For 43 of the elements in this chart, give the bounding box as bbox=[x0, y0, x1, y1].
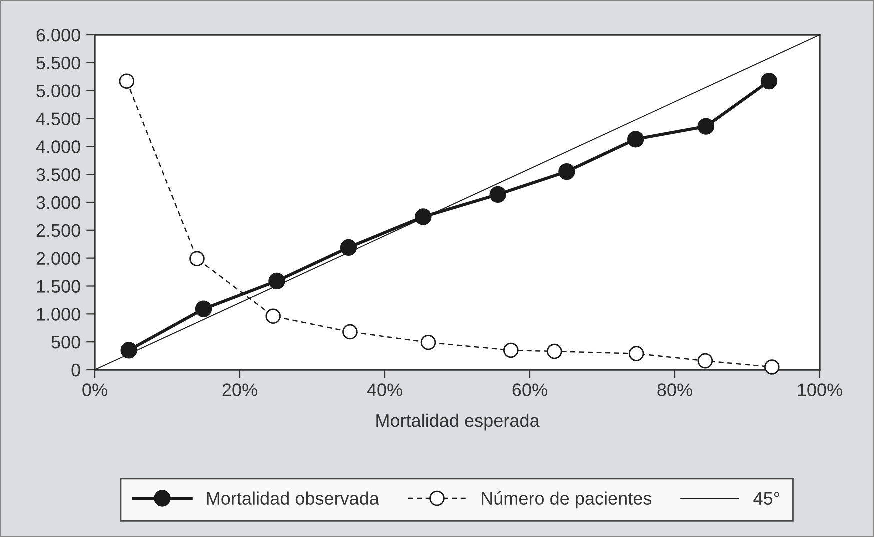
y-tick-label: 4.000 bbox=[36, 140, 80, 154]
legend-label: Número de pacientes bbox=[482, 492, 652, 509]
point bbox=[547, 344, 562, 360]
y-tick-label: 4.500 bbox=[36, 112, 80, 126]
point bbox=[268, 272, 286, 290]
point bbox=[342, 324, 358, 340]
point bbox=[195, 300, 212, 318]
point bbox=[628, 346, 644, 362]
y-tick-label: 5.000 bbox=[36, 84, 80, 98]
point bbox=[764, 360, 780, 375]
point bbox=[119, 74, 135, 89]
y-tick-label: 6.000 bbox=[36, 28, 80, 42]
point bbox=[760, 73, 778, 90]
x-tick-label: 100% bbox=[798, 384, 842, 396]
x-tick-label: 80% bbox=[658, 384, 692, 396]
y-tick-label: 2.000 bbox=[36, 252, 80, 266]
point bbox=[558, 163, 576, 180]
point bbox=[420, 334, 436, 350]
y-tick-label: 1.500 bbox=[37, 280, 80, 293]
point bbox=[266, 308, 281, 324]
x-tick-label: 60% bbox=[512, 384, 548, 396]
point bbox=[504, 342, 519, 358]
y-tick-label: 1.000 bbox=[37, 308, 80, 321]
point bbox=[698, 118, 714, 135]
point bbox=[628, 131, 644, 148]
point bbox=[415, 208, 432, 226]
x-axis-title: Mortalidad esperada bbox=[376, 414, 540, 431]
x-tick-label: 20% bbox=[222, 384, 258, 396]
y-tick-label: 2.500 bbox=[36, 224, 80, 238]
y-tick-label: 3.500 bbox=[36, 168, 80, 182]
y-tick-label: 5.500 bbox=[36, 56, 80, 70]
point bbox=[190, 251, 205, 267]
point bbox=[490, 186, 506, 204]
x-tick-label: 40% bbox=[367, 384, 402, 396]
y-tick-label: 3.000 bbox=[36, 196, 80, 210]
y-tick-label: 500 bbox=[52, 336, 80, 349]
point bbox=[698, 353, 714, 369]
x-tick-label: 0% bbox=[82, 384, 108, 396]
point bbox=[340, 239, 358, 256]
point bbox=[120, 342, 138, 359]
y-tick-label: 0 bbox=[72, 364, 80, 377]
legend-label: 45° bbox=[754, 492, 780, 506]
legend-label: Mortalidad observada bbox=[207, 492, 380, 506]
